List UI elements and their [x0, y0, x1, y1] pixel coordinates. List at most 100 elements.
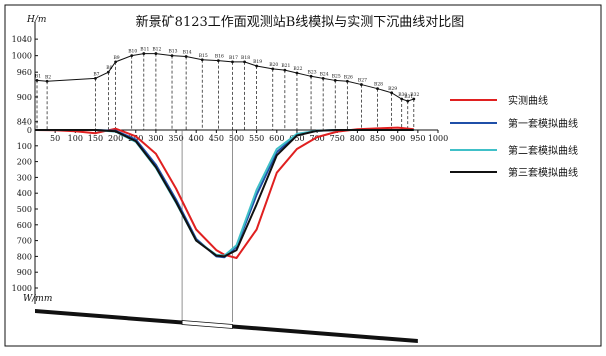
station-label: B21 [281, 63, 290, 69]
station-marker [376, 87, 379, 91]
elevation-tick-label: 900 [17, 93, 32, 102]
series-line [35, 129, 414, 257]
subsidence-tick-label: 700 [17, 237, 32, 246]
station-marker [130, 54, 134, 58]
station-marker [243, 60, 246, 64]
station-marker [94, 76, 97, 80]
subsidence-tick-label: 200 [17, 158, 32, 167]
coal-seam-band [35, 309, 418, 343]
station-label: B11 [140, 47, 149, 53]
legend-label: 第二套模拟曲线 [508, 144, 578, 157]
station-marker [216, 59, 220, 63]
subsidence-tick-label: 1000 [12, 284, 32, 293]
x-tick-label: 150 [88, 134, 103, 143]
station-label: B32 [410, 92, 419, 98]
station-label: B18 [241, 55, 250, 61]
station-marker [345, 79, 349, 83]
x-tick-label: 650 [289, 134, 304, 143]
station-label: B24 [320, 71, 329, 77]
station-label: B14 [183, 49, 192, 55]
station-marker [255, 64, 259, 68]
station-label: B1 [35, 73, 41, 79]
subsidence-tick-label: 600 [17, 221, 32, 230]
station-marker [170, 54, 174, 58]
station-label: B20 [269, 62, 278, 68]
subsidence-tick-label: 800 [17, 252, 32, 261]
station-label: B23 [308, 69, 317, 75]
station-marker [142, 52, 146, 55]
elevation-tick-label: 840 [17, 118, 32, 127]
y-axis-label-bottom: W/mm [23, 294, 52, 304]
reference-lines [181, 130, 233, 322]
subsidence-tick-label: 400 [17, 189, 32, 198]
station-marker [35, 79, 39, 82]
seam-left [35, 309, 183, 325]
station-marker [321, 76, 325, 80]
subsidence-tick-label: 0 [27, 126, 32, 135]
station-label: B17 [229, 55, 238, 61]
x-tick-label: 750 [330, 134, 345, 143]
station-marker [200, 58, 204, 62]
x-tick-label: 450 [209, 134, 224, 143]
station-marker [271, 67, 275, 71]
elevation-ticks: 840 900 960 1000 1040 [12, 35, 38, 127]
station-marker [231, 60, 234, 64]
series-lines [34, 126, 414, 259]
chart-title: 新景矿8123工作面观测站B线模拟与实测下沉曲线对比图 [136, 14, 465, 30]
elevation-tick-label: 1000 [12, 52, 32, 61]
station-label: B25 [332, 73, 341, 79]
y-axis-label-top: H/m [26, 15, 46, 25]
seam-right [232, 324, 418, 343]
station-marker [106, 70, 110, 74]
station-marker [154, 52, 158, 55]
station-label: B31 [404, 94, 413, 100]
x-tick-label: 50 [50, 134, 60, 143]
series-line [35, 129, 414, 259]
station-label: B7 [93, 71, 99, 77]
subsidence-tick-label: 100 [17, 142, 32, 151]
station-label: B16 [215, 54, 224, 60]
station-label: B8 [106, 65, 112, 71]
station-marker [406, 99, 410, 103]
x-tick-label: 900 [390, 134, 405, 143]
station-marker [184, 55, 188, 58]
series-line [35, 129, 414, 258]
series-line [34, 126, 414, 259]
subsidence-ticks: 0 100 200 300 400 500 600 700 800 900 1000 [12, 126, 38, 293]
legend-label: 实测曲线 [508, 94, 548, 107]
station-drop-lines [36, 53, 415, 130]
subsidence-tick-label: 500 [17, 205, 32, 214]
station-label: B27 [358, 78, 367, 84]
x-tick-label: 700 [309, 134, 324, 143]
station-label: B9 [114, 55, 120, 61]
station-marker [390, 91, 394, 95]
legend-label: 第三套模拟曲线 [508, 166, 578, 179]
x-tick-label: 550 [249, 134, 264, 143]
legend-label: 第一套模拟曲线 [508, 117, 578, 130]
station-label: B30 [398, 92, 407, 98]
station-label: B12 [152, 47, 161, 53]
station-label: B2 [45, 74, 51, 80]
station-label: B19 [253, 59, 262, 65]
station-label: B22 [293, 66, 302, 72]
x-tick-label: 1000 [428, 134, 448, 143]
x-tick-label: 500 [229, 134, 244, 143]
station-marker [360, 83, 363, 86]
x-tick-label: 850 [370, 134, 385, 143]
elevation-tick-label: 1040 [12, 35, 32, 44]
station-label: B26 [344, 74, 353, 80]
elevation-tick-label: 960 [17, 68, 32, 77]
station-marker [400, 97, 404, 101]
subsidence-tick-label: 300 [17, 173, 32, 182]
x-tick-label: 200 [108, 134, 123, 143]
station-label: B13 [168, 49, 177, 55]
station-marker [412, 97, 416, 101]
elevation-line [36, 53, 414, 102]
x-tick-label: 400 [189, 134, 204, 143]
station-marker [283, 68, 287, 72]
x-tick-label: 100 [68, 134, 83, 143]
station-marker [114, 60, 117, 64]
